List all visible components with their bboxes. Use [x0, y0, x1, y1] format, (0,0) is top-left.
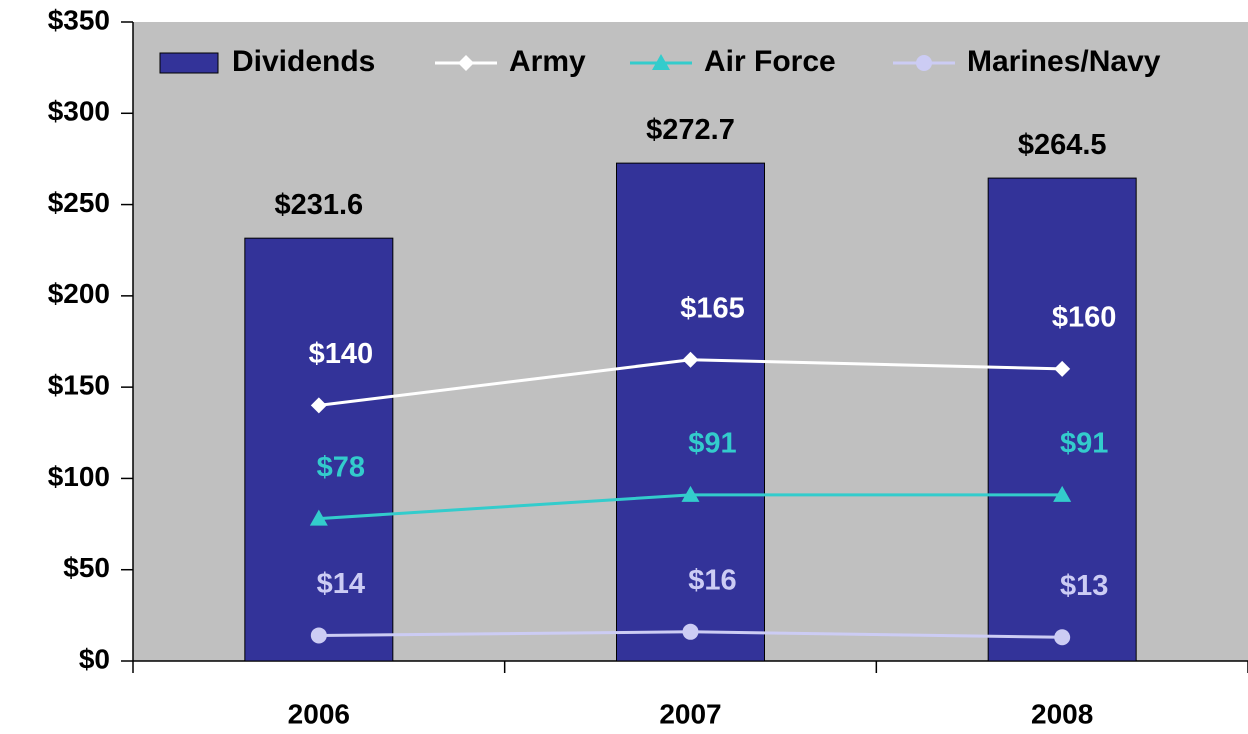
- x-tick-label: 2008: [1031, 698, 1093, 729]
- y-tick-label: $350: [48, 4, 110, 35]
- series-marker: [682, 623, 699, 640]
- legend-label: Air Force: [704, 45, 836, 78]
- y-tick-label: $200: [48, 278, 110, 309]
- point-value-label: $14: [317, 568, 365, 600]
- legend-label: Army: [509, 45, 586, 78]
- y-tick-label: $150: [48, 370, 110, 401]
- bar: [987, 177, 1137, 662]
- legend-label: Dividends: [232, 45, 375, 78]
- y-tick-label: $100: [48, 461, 110, 492]
- point-value-label: $91: [1060, 428, 1108, 460]
- x-tick-label: 2006: [288, 698, 350, 729]
- bar-value-label: $272.7: [646, 114, 735, 146]
- point-value-label: $160: [1052, 302, 1117, 334]
- point-value-label: $78: [317, 451, 365, 483]
- legend-swatch: [159, 52, 219, 74]
- series-marker: [1054, 629, 1071, 646]
- series-marker: [1054, 360, 1071, 377]
- point-value-label: $13: [1060, 570, 1108, 602]
- legend-marker: [916, 55, 932, 71]
- y-tick-label: $250: [48, 187, 110, 218]
- series-marker: [1053, 485, 1072, 502]
- legend-label: Marines/Navy: [967, 45, 1161, 78]
- series-marker: [681, 485, 700, 502]
- legend-marker: [652, 54, 670, 70]
- point-value-label: $140: [309, 338, 374, 370]
- series-marker: [682, 351, 699, 368]
- point-value-label: $165: [680, 292, 745, 324]
- bar: [244, 237, 394, 662]
- point-value-label: $16: [688, 564, 736, 596]
- series-marker: [309, 509, 328, 526]
- y-tick-label: $0: [79, 643, 110, 674]
- legend-marker: [458, 55, 474, 71]
- bar-value-label: $231.6: [274, 189, 363, 221]
- y-tick-label: $300: [48, 96, 110, 127]
- x-tick-label: 2007: [659, 698, 721, 729]
- series-marker: [310, 397, 327, 414]
- bar-value-label: $264.5: [1018, 129, 1107, 161]
- series-marker: [310, 627, 327, 644]
- bar: [616, 162, 765, 662]
- point-value-label: $91: [688, 428, 736, 460]
- y-tick-label: $50: [63, 552, 110, 583]
